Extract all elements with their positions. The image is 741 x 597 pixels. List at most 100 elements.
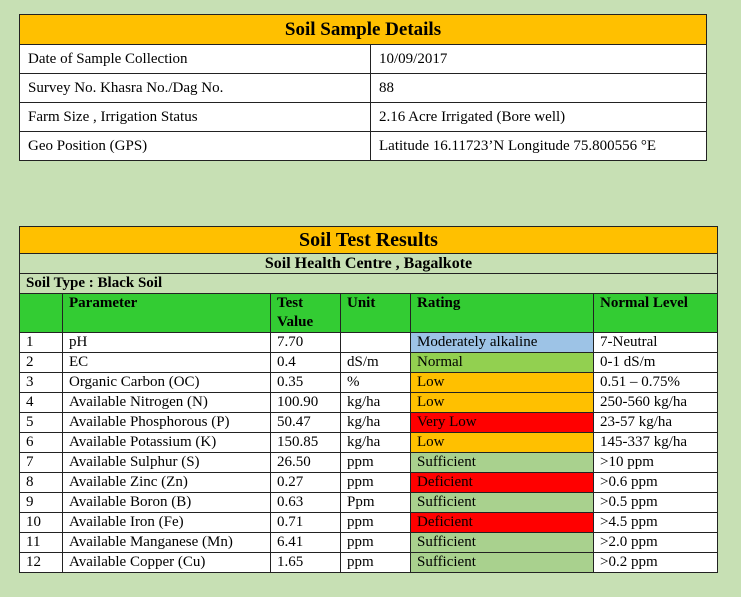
row-number: 1 (19, 332, 63, 353)
header-no (19, 293, 63, 333)
soil-type: Soil Type : Black Soil (19, 273, 718, 294)
unit: kg/ha (340, 432, 411, 453)
rating: Moderately alkaline (410, 332, 594, 353)
header-rating: Rating (410, 293, 594, 333)
normal-level: >2.0 ppm (593, 532, 718, 553)
row-number: 11 (19, 532, 63, 553)
test-value: 0.63 (270, 492, 341, 513)
centre-name: Soil Health Centre , Bagalkote (19, 253, 718, 274)
normal-level: 7-Neutral (593, 332, 718, 353)
sample-detail-row: Farm Size , Irrigation Status 2.16 Acre I… (19, 102, 707, 132)
sample-detail-row: Geo Position (GPS) Latitude 16.11723’N Lo… (19, 131, 707, 161)
unit: ppm (340, 512, 411, 533)
results-row: 7 Available Sulphur (S) 26.50 ppm Sufficient… (19, 452, 718, 473)
sample-detail-label: Survey No. Khasra No./Dag No. (19, 73, 371, 103)
parameter-name: EC (62, 352, 271, 373)
sample-detail-row: Survey No. Khasra No./Dag No. 88 (19, 73, 707, 103)
test-value: 100.90 (270, 392, 341, 413)
row-number: 7 (19, 452, 63, 473)
unit: ppm (340, 472, 411, 493)
unit: ppm (340, 552, 411, 573)
row-number: 6 (19, 432, 63, 453)
sample-detail-value: 10/09/2017 (370, 44, 707, 74)
rating: Deficient (410, 512, 594, 533)
normal-level: 0-1 dS/m (593, 352, 718, 373)
row-number: 5 (19, 412, 63, 433)
row-number: 9 (19, 492, 63, 513)
test-value: 0.27 (270, 472, 341, 493)
row-number: 2 (19, 352, 63, 373)
results-row: 5 Available Phosphorous (P) 50.47 kg/ha Very… (19, 412, 718, 433)
sample-detail-row: Date of Sample Collection 10/09/2017 (19, 44, 707, 74)
test-value: 0.35 (270, 372, 341, 393)
header-parameter: Parameter (62, 293, 271, 333)
normal-level: >0.5 ppm (593, 492, 718, 513)
soil-type-row: Soil Type : Black Soil (19, 273, 718, 294)
parameter-name: Available Sulphur (S) (62, 452, 271, 473)
rating: Sufficient (410, 532, 594, 553)
centre-row: Soil Health Centre , Bagalkote (19, 253, 718, 274)
test-value: 150.85 (270, 432, 341, 453)
parameter-name: Available Nitrogen (N) (62, 392, 271, 413)
header-test-value: Test Value (270, 293, 341, 333)
test-value: 7.70 (270, 332, 341, 353)
results-row: 3 Organic Carbon (OC) 0.35% Low 0.51 – 0.75% (19, 372, 718, 393)
parameter-name: Available Manganese (Mn) (62, 532, 271, 553)
normal-level: 0.51 – 0.75% (593, 372, 718, 393)
row-number: 10 (19, 512, 63, 533)
results-title: Soil Test Results (19, 226, 718, 254)
results-row: 11 Available Manganese (Mn) 6.41 ppm Suffici… (19, 532, 718, 553)
row-number: 8 (19, 472, 63, 493)
results-row: 6 Available Potassium (K) 150.85 kg/ha Low 14… (19, 432, 718, 453)
unit: ppm (340, 452, 411, 473)
unit (340, 332, 411, 353)
parameter-name: Organic Carbon (OC) (62, 372, 271, 393)
row-number: 12 (19, 552, 63, 573)
test-value: 0.4 (270, 352, 341, 373)
rating: Low (410, 392, 594, 413)
parameter-name: Available Potassium (K) (62, 432, 271, 453)
results-row: 10 Available Iron (Fe) 0.71 ppm Deficient >4.… (19, 512, 718, 533)
sample-detail-value: 88 (370, 73, 707, 103)
soil-test-results-table: Soil Test Results Soil Health Centre , B… (19, 226, 718, 573)
rating: Sufficient (410, 452, 594, 473)
unit: kg/ha (340, 412, 411, 433)
unit: Ppm (340, 492, 411, 513)
normal-level: 23-57 kg/ha (593, 412, 718, 433)
unit: dS/m (340, 352, 411, 373)
results-title-row: Soil Test Results (19, 226, 718, 254)
test-value: 0.71 (270, 512, 341, 533)
unit: kg/ha (340, 392, 411, 413)
rating: Very Low (410, 412, 594, 433)
rating: Low (410, 372, 594, 393)
normal-level: 250-560 kg/ha (593, 392, 718, 413)
parameter-name: Available Iron (Fe) (62, 512, 271, 533)
results-row: 9 Available Boron (B) 0.63 Ppm Sufficient >0.… (19, 492, 718, 513)
test-value: 26.50 (270, 452, 341, 473)
parameter-name: Available Boron (B) (62, 492, 271, 513)
results-row: 1 pH 7.70 Moderately alkaline 7-Neutral (19, 332, 718, 353)
normal-level: >0.2 ppm (593, 552, 718, 573)
header-unit: Unit (340, 293, 411, 333)
parameter-name: Available Copper (Cu) (62, 552, 271, 573)
test-value: 6.41 (270, 532, 341, 553)
sample-detail-label: Date of Sample Collection (19, 44, 371, 74)
sample-details-table: Soil Sample Details Date of Sample Colle… (19, 14, 707, 161)
parameter-name: pH (62, 332, 271, 353)
rating: Low (410, 432, 594, 453)
parameter-name: Available Zinc (Zn) (62, 472, 271, 493)
normal-level: >0.6 ppm (593, 472, 718, 493)
results-row: 2 EC 0.4 dS/m Normal 0-1 dS/m (19, 352, 718, 373)
normal-level: 145-337 kg/ha (593, 432, 718, 453)
sample-detail-label: Farm Size , Irrigation Status (19, 102, 371, 132)
sample-detail-label: Geo Position (GPS) (19, 131, 371, 161)
test-value: 50.47 (270, 412, 341, 433)
unit: % (340, 372, 411, 393)
unit: ppm (340, 532, 411, 553)
sample-details-title-row: Soil Sample Details (19, 14, 707, 45)
results-row: 8 Available Zinc (Zn) 0.27 ppm Deficient >0.6… (19, 472, 718, 493)
rating: Normal (410, 352, 594, 373)
sample-details-title: Soil Sample Details (19, 14, 707, 45)
test-value: 1.65 (270, 552, 341, 573)
results-row: 4 Available Nitrogen (N) 100.90 kg/ha Low 250… (19, 392, 718, 413)
